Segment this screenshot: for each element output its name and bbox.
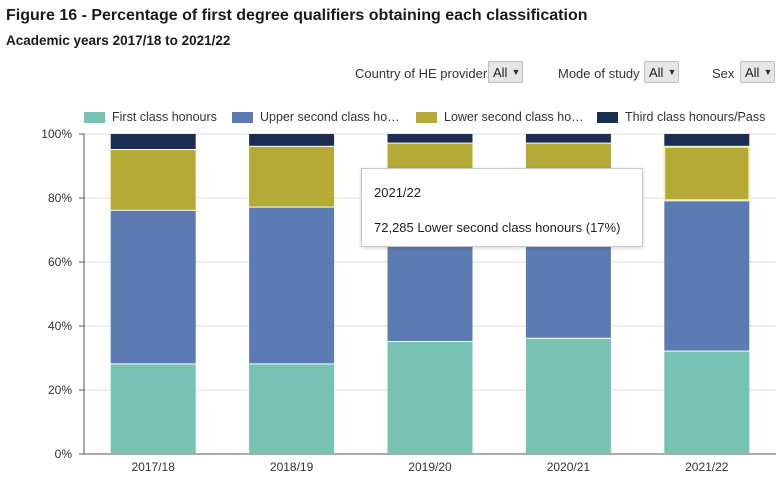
bar-segment[interactable] (249, 146, 335, 207)
legend-item-third-class[interactable]: Third class honours/Pass (597, 110, 765, 124)
x-tick-label: 2017/18 (132, 460, 176, 474)
sex-filter-label: Sex (712, 66, 735, 81)
legend-swatch (232, 111, 253, 123)
chevron-down-icon: ▼ (667, 67, 677, 77)
mode-filter-dropdown[interactable]: All ▼ (644, 61, 679, 83)
mode-filter-value: All (649, 64, 664, 80)
bar-segment[interactable] (249, 134, 335, 146)
tooltip-value: 72,285 Lower second class honours (17%) (374, 220, 621, 235)
country-filter-label: Country of HE provider (355, 66, 488, 81)
country-filter-value: All (493, 64, 508, 80)
y-tick-label: 100% (41, 127, 72, 141)
y-tick-label: 40% (48, 319, 72, 333)
legend-label: Lower second class ho… (444, 110, 584, 124)
tooltip-year: 2021/22 (374, 185, 421, 200)
bar-segment[interactable] (110, 150, 196, 210)
chart-subtitle: Academic years 2017/18 to 2021/22 (6, 33, 231, 48)
legend-swatch (597, 111, 618, 123)
x-tick-label: 2020/21 (547, 460, 591, 474)
legend-swatch (416, 111, 437, 123)
x-tick-label: 2021/22 (685, 460, 729, 474)
y-tick-label: 0% (55, 447, 73, 461)
bar-segment[interactable] (664, 351, 750, 453)
chevron-down-icon: ▼ (511, 67, 521, 77)
axes: 0% 20% 40% 60% 80% 100% 2017/18 2018/19 2019/20 2… (41, 127, 776, 474)
y-tick-label: 20% (48, 383, 72, 397)
legend-label: Third class honours/Pass (625, 110, 766, 124)
country-filter-dropdown[interactable]: All ▼ (488, 61, 523, 83)
bar-segment[interactable] (664, 146, 750, 201)
legend-item-lower-second[interactable]: Lower second class ho… (416, 110, 584, 124)
chevron-down-icon: ▼ (763, 67, 773, 77)
legend-item-first-class[interactable]: First class honours (84, 110, 217, 124)
mode-filter-label: Mode of study (558, 66, 640, 81)
x-tick-label: 2018/19 (270, 460, 314, 474)
bar-segment[interactable] (664, 134, 750, 146)
bar-segment[interactable] (525, 338, 611, 453)
x-tick-label: 2019/20 (408, 460, 452, 474)
bar-segment[interactable] (110, 134, 196, 149)
legend-item-upper-second[interactable]: Upper second class ho… (232, 110, 400, 124)
bar-highlight (663, 145, 751, 202)
chart-tooltip: 2021/22 72,285 Lower second class honour… (361, 168, 643, 247)
sex-filter-dropdown[interactable]: All ▼ (740, 61, 775, 83)
bar-segment[interactable] (387, 342, 473, 453)
bar-segment[interactable] (110, 210, 196, 364)
bar-segment[interactable] (664, 201, 750, 351)
y-tick-label: 60% (48, 255, 72, 269)
bar-segment[interactable] (249, 364, 335, 453)
bar-segment[interactable] (525, 134, 611, 143)
bar-segment[interactable] (387, 134, 473, 143)
chart-title: Figure 16 - Percentage of first degree q… (6, 7, 588, 24)
y-tick-label: 80% (48, 191, 72, 205)
bar-segment[interactable] (110, 364, 196, 453)
sex-filter-value: All (745, 64, 760, 80)
bar-segment[interactable] (249, 207, 335, 364)
legend-label: Upper second class ho… (260, 110, 400, 124)
legend-swatch (84, 111, 105, 123)
legend-label: First class honours (112, 110, 217, 124)
